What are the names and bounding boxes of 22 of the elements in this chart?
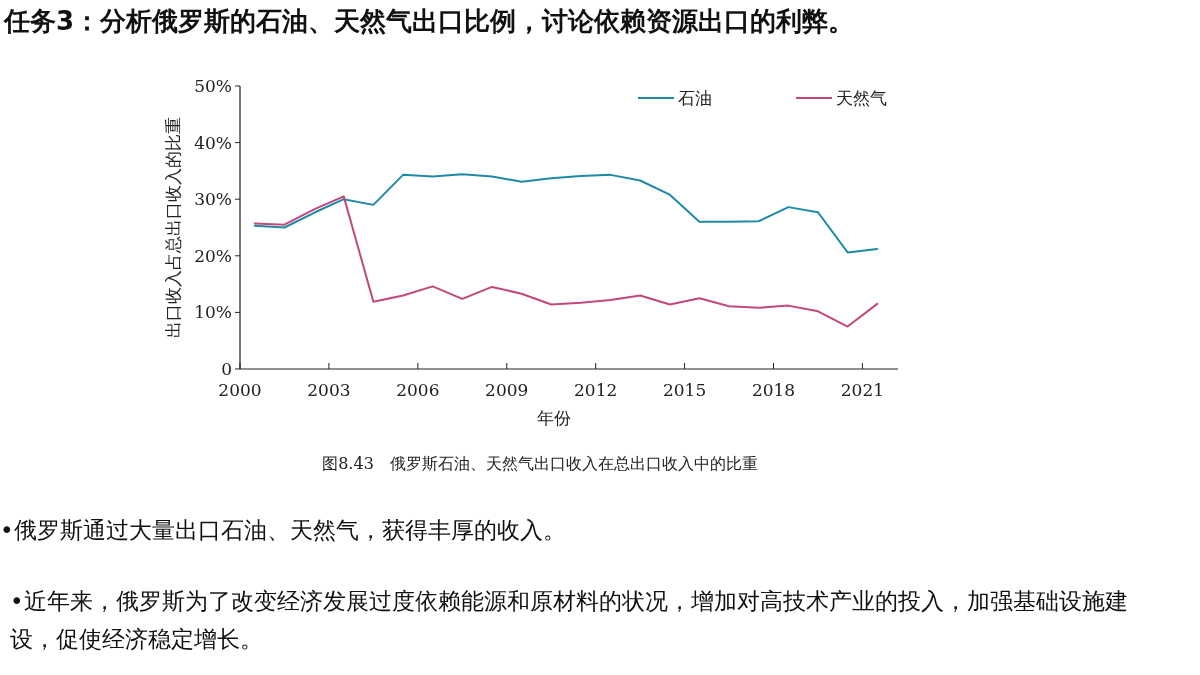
x-tick-label: 2015 xyxy=(662,380,707,400)
x-tick-label: 2021 xyxy=(840,380,885,400)
caption: 图8.43 俄罗斯石油、天然气出口收入在总出口收入中的比重 xyxy=(322,454,758,473)
x-tick-label: 2009 xyxy=(485,380,529,400)
text: •近年来，俄罗斯为了改变经济发展过度依赖能源和原材料的状况，增加对高技术产业的投入，加强基础设施建设，促使经济稳定增长。 xyxy=(10,587,1129,654)
y-tick-label: 10% xyxy=(194,302,232,323)
x-tick-label: 2000 xyxy=(218,380,262,400)
x-tick-label: 2003 xyxy=(307,380,351,400)
y-tick-label: 0 xyxy=(221,359,232,379)
x-tick-label: 2006 xyxy=(396,380,440,400)
y-tick-label: 30% xyxy=(194,189,232,210)
chart-title: 任务3：分析俄罗斯的石油、天然气出口比例，讨论依赖资源出口的利弊。 xyxy=(4,5,855,38)
legend-label: 石油 xyxy=(678,88,712,108)
x-tick-label: 2018 xyxy=(751,380,796,400)
x-axis-title: 年份 xyxy=(537,408,571,428)
text: •俄罗斯通过大量出口石油、天然气，获得丰厚的收入。 xyxy=(0,516,567,545)
x-tick-label: 2012 xyxy=(574,380,618,400)
y-axis-title: 出口收入占总出口收入的比重 xyxy=(163,117,183,338)
y-tick-label: 20% xyxy=(194,245,232,266)
y-tick-label: 50% xyxy=(194,76,232,96)
legend-label: 天然气 xyxy=(836,88,887,108)
y-tick-label: 40% xyxy=(194,132,232,153)
